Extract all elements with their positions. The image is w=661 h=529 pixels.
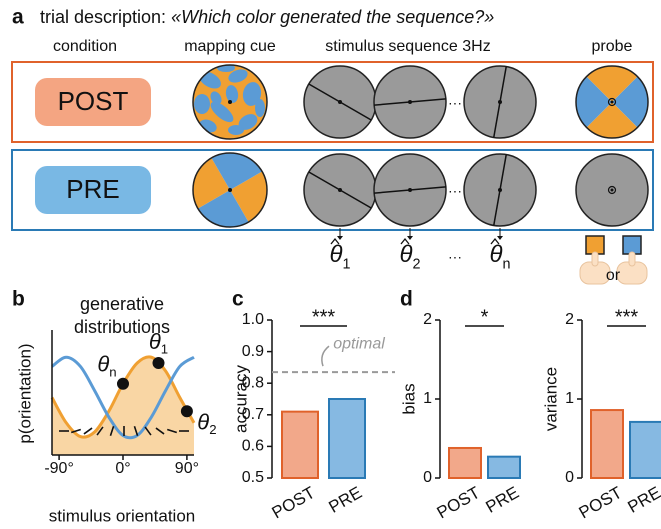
column-header: mapping cue (184, 38, 276, 55)
y-tick-label: 0.8 (242, 374, 264, 391)
response-key (623, 236, 641, 254)
y-tick-label: 2 (565, 311, 574, 328)
theta-label: θ2 (197, 409, 216, 437)
significance: * (481, 306, 489, 328)
bar (630, 422, 661, 478)
response-key (586, 236, 604, 254)
y-tick-label: 0.9 (242, 343, 264, 360)
y-tick-label: 0.7 (242, 406, 264, 423)
stimulus-dot (498, 100, 502, 104)
cue-dot (228, 188, 232, 192)
finger (592, 252, 598, 266)
theta-label: θ1 (329, 241, 350, 272)
point (117, 378, 129, 390)
cue-dot (228, 100, 232, 104)
theta-subscript: 1 (161, 342, 168, 357)
panel-a-title: trial description: «Which color generate… (40, 7, 494, 27)
x-axis-label: stimulus orientation (49, 506, 195, 525)
cue-blob (194, 94, 210, 114)
y-axis-label: p(orientation) (15, 343, 34, 443)
column-header: probe (592, 38, 633, 55)
y-axis-label: bias (399, 383, 418, 414)
theta-symbol: θ (329, 241, 342, 268)
reference-label: optimal (333, 335, 385, 352)
stimulus-dot (338, 100, 342, 104)
area (52, 357, 194, 455)
x-tick-label: POST (576, 483, 626, 523)
theta-label: θn (489, 241, 510, 272)
question: «Which color generated the sequence?» (171, 7, 494, 27)
y-tick-label: 1.0 (242, 311, 264, 328)
stimulus-dot (338, 188, 342, 192)
x-tick-label: PRE (482, 483, 522, 517)
probe-dot (611, 189, 614, 192)
cue-blob (255, 99, 265, 117)
arrow-head (497, 236, 503, 240)
theta-symbol: θ (489, 241, 502, 268)
y-tick-label: 0.5 (242, 469, 264, 486)
panel-letter: a (12, 6, 24, 29)
x-tick-label: -90° (44, 460, 74, 477)
y-tick-label: 1 (423, 390, 432, 407)
x-tick-label: POST (434, 483, 484, 523)
or-label: or (606, 267, 621, 284)
theta-subscript: n (503, 256, 511, 272)
theta-subscript: n (109, 365, 116, 380)
theta-subscript: 2 (209, 422, 216, 437)
y-axis-label: variance (541, 367, 560, 431)
stimulus-dot (408, 100, 412, 104)
panel-letter: c (232, 288, 244, 311)
theta-symbol: θ (97, 352, 109, 377)
arrow-head (337, 236, 343, 240)
theta-subscript: 2 (413, 256, 421, 272)
theta-symbol: θ (197, 409, 209, 434)
reference-arrow (322, 346, 329, 366)
finger (629, 252, 635, 266)
ellipsis: ··· (448, 183, 462, 199)
y-tick-label: 2 (423, 311, 432, 328)
theta-symbol: θ (149, 329, 161, 354)
column-header: stimulus sequence 3Hz (325, 38, 490, 55)
title-text: trial description: (40, 7, 171, 27)
theta-label: θ2 (399, 241, 420, 272)
y-tick-label: 1 (565, 390, 574, 407)
x-tick-label: 0° (115, 460, 130, 477)
point (181, 405, 193, 417)
y-tick-label: 0 (565, 469, 574, 486)
condition-label: PRE (66, 174, 119, 204)
ellipsis: ··· (448, 249, 462, 265)
bar (488, 457, 520, 478)
theta-subscript: 1 (343, 256, 351, 272)
bar (449, 448, 481, 478)
x-tick-label: 90° (175, 460, 199, 477)
figure: a trial description: «Which color generat… (0, 0, 661, 529)
x-tick-label: PRE (325, 483, 365, 517)
stimulus-dot (498, 188, 502, 192)
significance: *** (615, 306, 639, 328)
theta-label: θn (97, 352, 116, 380)
y-tick-label: 0 (423, 469, 432, 486)
arrow-head (407, 236, 413, 240)
stimulus-dot (408, 188, 412, 192)
significance: *** (312, 306, 336, 328)
ellipsis: ··· (448, 95, 462, 111)
column-header: condition (53, 38, 117, 55)
x-tick-label: POST (269, 483, 319, 523)
x-tick-label: PRE (624, 483, 661, 517)
bar (329, 399, 365, 478)
condition-label: POST (58, 86, 129, 116)
panel-letter: b (12, 288, 25, 311)
cue-blob (228, 125, 244, 135)
panel-title: generative (80, 294, 164, 314)
theta-symbol: θ (399, 241, 412, 268)
point (153, 357, 165, 369)
panel-letter: d (400, 288, 413, 311)
probe-dot (611, 101, 614, 104)
y-tick-label: 0.6 (242, 438, 264, 455)
bar (282, 412, 318, 478)
bar (591, 410, 623, 478)
